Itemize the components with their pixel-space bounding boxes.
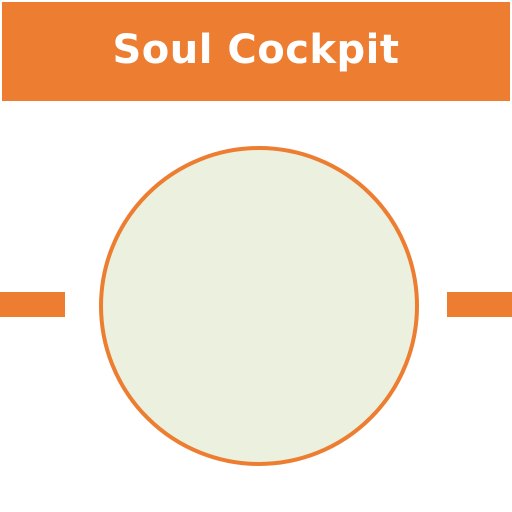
app-title: Soul Cockpit [112,26,400,73]
title-banner: Soul Cockpit [2,2,510,101]
center-circle [99,146,419,466]
left-bar [0,292,65,317]
right-bar [447,292,512,317]
